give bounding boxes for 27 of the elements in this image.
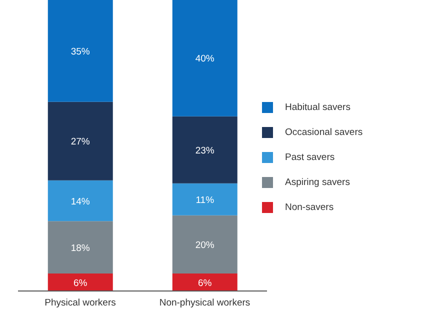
data-label: 20% (195, 240, 215, 251)
legend-label: Past savers (284, 152, 336, 163)
bar (172, 0, 238, 116)
data-label: 18% (70, 242, 90, 254)
legend-label: Aspiring savers (284, 177, 351, 188)
bar (172, 183, 238, 216)
data-label: 35% (70, 46, 90, 58)
data-label: 23% (195, 145, 215, 156)
bar (48, 0, 113, 102)
bar (172, 215, 238, 274)
bar (172, 116, 238, 184)
data-label: 40% (195, 54, 215, 65)
x-tick-label: Non-physical workers (159, 298, 250, 309)
data-label: 6% (198, 278, 212, 289)
bar (48, 221, 113, 274)
x-tick-label: Physical workers (44, 298, 116, 309)
bar (172, 274, 238, 291)
legend-label: Habitual savers (284, 102, 352, 113)
bar (48, 274, 113, 291)
data-label: 27% (70, 136, 90, 148)
legend-label: Occasional savers (284, 127, 364, 138)
bar (48, 102, 113, 180)
legend-label: Non-savers (284, 202, 335, 213)
data-label: 6% (74, 278, 88, 289)
data-label: 11% (196, 194, 215, 206)
data-label: 14% (70, 196, 90, 208)
bar (48, 180, 113, 222)
